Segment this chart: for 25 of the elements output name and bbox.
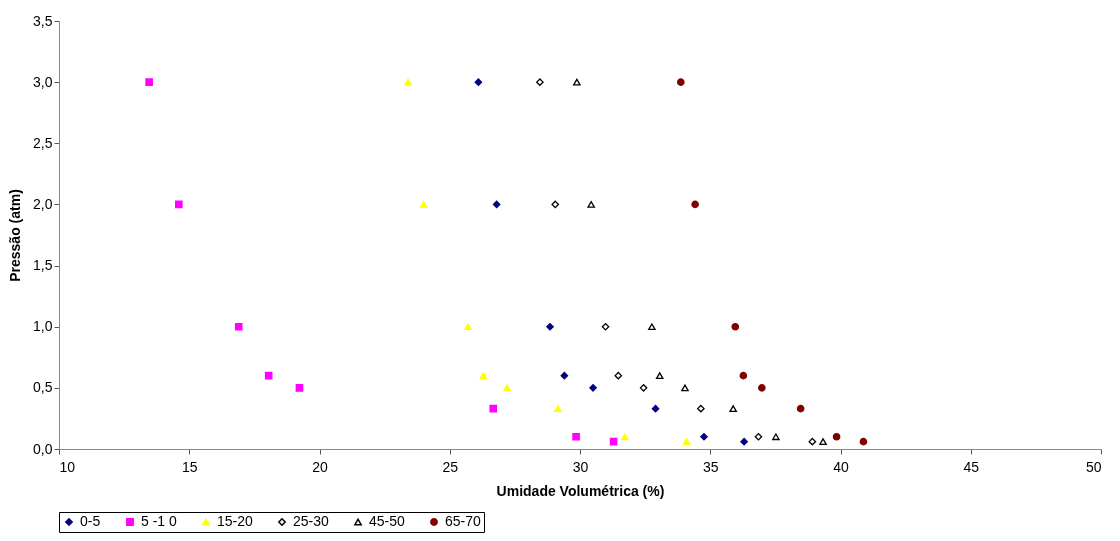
x-tick-label: 45: [963, 458, 980, 475]
y-tick-label: 2,5: [33, 134, 53, 151]
y-tick-label: 3,0: [33, 73, 53, 90]
legend-label: 25-30: [293, 513, 330, 529]
y-tick-label: 2,0: [33, 195, 53, 212]
y-tick-label: 1,0: [33, 318, 53, 335]
y-tick-label: 1,5: [33, 257, 53, 274]
x-tick-label: 40: [833, 458, 849, 475]
x-tick-label: 20: [312, 458, 328, 475]
y-tick-label: 3,5: [33, 12, 53, 29]
legend-label: 45-50: [369, 513, 406, 529]
x-tick-label: 50: [1085, 458, 1102, 475]
x-axis-title: Umidade Volumétrica (%): [496, 482, 665, 499]
y-tick-label: 0,0: [33, 440, 53, 457]
legend-label: 5 -1 0: [141, 513, 178, 529]
y-axis-title: Pressão (atm): [7, 189, 24, 282]
x-tick-label: 35: [702, 458, 719, 475]
legend-label: 0-5: [80, 513, 101, 529]
legend-label: 65-70: [445, 513, 482, 529]
x-tick-label: 30: [572, 458, 589, 475]
y-tick-label: 0,5: [33, 379, 53, 396]
x-tick-label: 10: [59, 458, 76, 475]
legend-label: 15-20: [217, 513, 254, 529]
x-tick-label: 15: [181, 458, 198, 475]
x-tick-label: 25: [442, 458, 459, 475]
